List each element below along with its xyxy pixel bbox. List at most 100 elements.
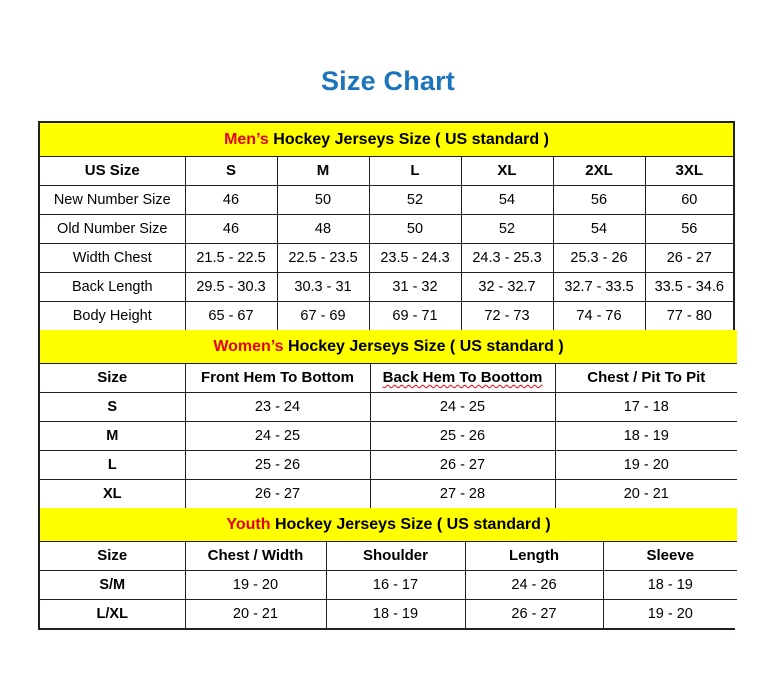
mens-cell-3-4: 32.7 - 33.5 [552, 272, 646, 302]
mens-cell-2-1: 22.5 - 23.5 [276, 243, 370, 273]
womens-row-label-2: L [40, 450, 186, 480]
table-row: S/M 19 - 20 16 - 17 24 - 26 18 - 19 [40, 570, 738, 600]
youth-cell-1-0: 20 - 21 [184, 599, 327, 628]
mens-col-header-3: L [368, 156, 462, 186]
mens-cell-1-0: 46 [184, 214, 278, 244]
mens-cell-4-2: 69 - 71 [368, 301, 462, 330]
mens-column-header-row: US Size S M L XL 2XL 3XL [40, 156, 734, 186]
table-row: Width Chest 21.5 - 22.5 22.5 - 23.5 23.5… [40, 243, 734, 273]
womens-cell-1-1: 25 - 26 [369, 421, 556, 451]
womens-section-banner: Women’s Hockey Jerseys Size ( US standar… [40, 330, 738, 364]
womens-cell-3-2: 20 - 21 [554, 479, 738, 508]
youth-banner-rest: Hockey Jerseys Size ( US standard ) [270, 516, 551, 533]
youth-col-header-4: Sleeve [602, 541, 738, 571]
mens-cell-4-0: 65 - 67 [184, 301, 278, 330]
mens-cell-3-1: 30.3 - 31 [276, 272, 370, 302]
youth-col-header-3: Length [464, 541, 604, 571]
womens-column-header-row: Size Front Hem To Bottom Back Hem To Boo… [40, 363, 738, 393]
table-row: S 23 - 24 24 - 25 17 - 18 [40, 392, 738, 422]
mens-cell-2-4: 25.3 - 26 [552, 243, 646, 273]
mens-col-header-5: 2XL [552, 156, 646, 186]
womens-cell-2-1: 26 - 27 [369, 450, 556, 480]
womens-cell-1-2: 18 - 19 [554, 421, 738, 451]
mens-row-label-3: Back Length [40, 272, 186, 302]
womens-row-label-3: XL [40, 479, 186, 508]
mens-cell-3-2: 31 - 32 [368, 272, 462, 302]
womens-cell-0-2: 17 - 18 [554, 392, 738, 422]
womens-cell-2-0: 25 - 26 [184, 450, 371, 480]
youth-cell-0-2: 24 - 26 [464, 570, 604, 600]
table-row: M 24 - 25 25 - 26 18 - 19 [40, 421, 738, 451]
mens-cell-2-2: 23.5 - 24.3 [368, 243, 462, 273]
mens-cell-2-5: 26 - 27 [644, 243, 734, 273]
mens-cell-0-2: 52 [368, 185, 462, 215]
womens-col-header-3: Chest / Pit To Pit [554, 363, 738, 393]
mens-cell-1-2: 50 [368, 214, 462, 244]
youth-cell-0-0: 19 - 20 [184, 570, 327, 600]
table-row: Old Number Size 46 48 50 52 54 56 [40, 214, 734, 244]
womens-cell-0-0: 23 - 24 [184, 392, 371, 422]
mens-cell-4-5: 77 - 80 [644, 301, 734, 330]
womens-row-label-1: M [40, 421, 186, 451]
mens-cell-0-1: 50 [276, 185, 370, 215]
mens-cell-3-5: 33.5 - 34.6 [644, 272, 734, 302]
mens-cell-1-3: 52 [460, 214, 554, 244]
womens-cell-3-1: 27 - 28 [369, 479, 556, 508]
mens-col-header-4: XL [460, 156, 554, 186]
mens-row-label-4: Body Height [40, 301, 186, 330]
youth-section-banner: Youth Hockey Jerseys Size ( US standard … [40, 508, 738, 542]
womens-cell-1-0: 24 - 25 [184, 421, 371, 451]
youth-banner-cell: Youth Hockey Jerseys Size ( US standard … [40, 508, 738, 542]
mens-cell-0-3: 54 [460, 185, 554, 215]
table-row: Body Height 65 - 67 67 - 69 69 - 71 72 -… [40, 301, 734, 330]
mens-banner-accent: Men’s [224, 131, 269, 148]
mens-section-banner: Men’s Hockey Jerseys Size ( US standard … [40, 123, 734, 157]
womens-cell-2-2: 19 - 20 [554, 450, 738, 480]
youth-cell-0-3: 18 - 19 [602, 570, 738, 600]
mens-cell-0-4: 56 [552, 185, 646, 215]
youth-col-header-0: Size [40, 541, 186, 571]
womens-cell-0-1: 24 - 25 [369, 392, 556, 422]
mens-row-label-1: Old Number Size [40, 214, 186, 244]
mens-cell-1-1: 48 [276, 214, 370, 244]
mens-cell-4-3: 72 - 73 [460, 301, 554, 330]
youth-cell-1-2: 26 - 27 [464, 599, 604, 628]
womens-col-header-2: Back Hem To Boottom [369, 363, 556, 393]
mens-cell-1-5: 56 [644, 214, 734, 244]
womens-col-header-1: Front Hem To Bottom [184, 363, 371, 393]
youth-column-header-row: Size Chest / Width Shoulder Length Sleev… [40, 541, 738, 571]
mens-banner-cell: Men’s Hockey Jerseys Size ( US standard … [40, 123, 734, 157]
womens-size-table: Women’s Hockey Jerseys Size ( US standar… [40, 330, 738, 508]
table-row: XL 26 - 27 27 - 28 20 - 21 [40, 479, 738, 508]
mens-cell-1-4: 54 [552, 214, 646, 244]
youth-col-header-1: Chest / Width [184, 541, 327, 571]
table-row: L/XL 20 - 21 18 - 19 26 - 27 19 - 20 [40, 599, 738, 628]
mens-row-label-2: Width Chest [40, 243, 186, 273]
table-row: New Number Size 46 50 52 54 56 60 [40, 185, 734, 215]
mens-cell-0-5: 60 [644, 185, 734, 215]
womens-row-label-0: S [40, 392, 186, 422]
mens-cell-2-0: 21.5 - 22.5 [184, 243, 278, 273]
table-row: L 25 - 26 26 - 27 19 - 20 [40, 450, 738, 480]
mens-col-header-1: S [184, 156, 278, 186]
mens-row-label-0: New Number Size [40, 185, 186, 215]
womens-col-header-0: Size [40, 363, 186, 393]
mens-banner-rest: Hockey Jerseys Size ( US standard ) [268, 131, 549, 148]
youth-banner-accent: Youth [226, 516, 271, 533]
youth-row-label-1: L/XL [40, 599, 186, 628]
mens-cell-4-1: 67 - 69 [276, 301, 370, 330]
mens-col-header-6: 3XL [644, 156, 734, 186]
page-title: Size Chart [320, 66, 456, 96]
womens-col-header-2-text: Back Hem To Boottom [382, 369, 543, 386]
youth-cell-1-3: 19 - 20 [602, 599, 738, 628]
youth-cell-1-1: 18 - 19 [325, 599, 466, 628]
youth-cell-0-1: 16 - 17 [325, 570, 466, 600]
size-chart-table-frame: Men’s Hockey Jerseys Size ( US standard … [38, 121, 738, 630]
youth-col-header-2: Shoulder [325, 541, 466, 571]
mens-cell-3-0: 29.5 - 30.3 [184, 272, 278, 302]
youth-row-label-0: S/M [40, 570, 186, 600]
womens-banner-rest: Hockey Jerseys Size ( US standard ) [283, 338, 564, 355]
mens-col-header-0: US Size [40, 156, 186, 186]
mens-cell-0-0: 46 [184, 185, 278, 215]
